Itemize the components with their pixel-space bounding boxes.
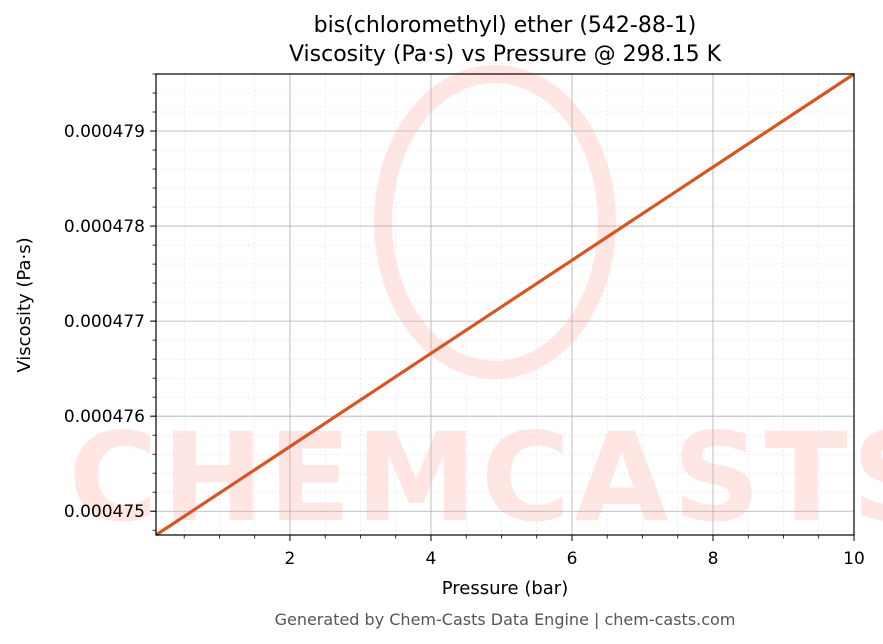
y-tick-label: 0.000479 (64, 122, 145, 142)
y-tick-label: 0.000476 (64, 407, 145, 427)
chart-subtitle: Viscosity (Pa·s) vs Pressure @ 298.15 K (289, 42, 722, 67)
plot-frame (155, 73, 855, 536)
series-line (155, 72, 855, 537)
footer-credit: Generated by Chem-Casts Data Engine | ch… (275, 610, 736, 629)
y-axis-ticks: 0.000475 0.000476 0.000477 0.000478 0.000479 (64, 73, 156, 531)
y-tick-label: 0.000478 (64, 217, 145, 237)
x-tick-label: 8 (708, 549, 719, 569)
chart-title: bis(chloromethyl) ether (542-88-1) (314, 13, 697, 38)
watermark: CHEMCASTS (68, 65, 883, 549)
y-tick-label: 0.000477 (64, 312, 145, 332)
x-axis-ticks: 2 4 6 8 10 (183, 535, 865, 569)
x-tick-label: 2 (285, 549, 296, 569)
y-axis-label: Viscosity (Pa·s) (14, 237, 35, 372)
x-tick-label: 4 (426, 549, 437, 569)
series-layer (155, 72, 855, 537)
watermark-text: CHEMCASTS (68, 407, 883, 549)
y-tick-label: 0.000475 (64, 502, 145, 522)
x-tick-label: 10 (843, 549, 865, 569)
x-axis-label: Pressure (bar) (442, 578, 568, 599)
x-tick-label: 6 (567, 549, 578, 569)
